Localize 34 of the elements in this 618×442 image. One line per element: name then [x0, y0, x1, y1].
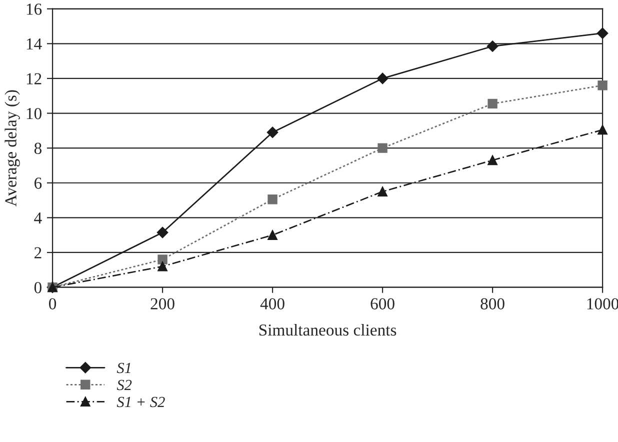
y-axis-title: Average delay (s) [4, 90, 20, 207]
y-tick-label: 4 [34, 212, 42, 224]
x-tick-label: 200 [150, 298, 174, 310]
y-tick-label: 2 [34, 247, 42, 258]
point [268, 230, 278, 240]
x-tick-label: 800 [480, 298, 504, 310]
point [598, 80, 608, 90]
legend-label: S1 [116, 362, 130, 374]
y-tick-label: 12 [26, 73, 42, 84]
legend-label: S1 + S2 [116, 396, 165, 408]
point [378, 143, 388, 153]
point [378, 186, 388, 196]
y-tick-label: 10 [26, 108, 42, 120]
point [488, 98, 498, 109]
point [596, 28, 608, 39]
point [268, 194, 278, 204]
point [486, 40, 498, 52]
x-tick-label: 600 [370, 298, 394, 310]
legend-label: S2 [116, 380, 132, 390]
y-tick-label: 16 [26, 4, 42, 15]
y-tick-label: 0 [34, 282, 42, 294]
y-tick-label: 8 [34, 142, 42, 154]
point [158, 254, 168, 264]
point [158, 262, 168, 272]
point [488, 155, 498, 166]
point [376, 72, 388, 84]
y-tick-label: 6 [34, 178, 42, 189]
x-tick-label: 400 [260, 298, 284, 310]
x-axis-title: Simultaneous clients [259, 324, 396, 336]
x-tick-label: 0 [49, 298, 56, 310]
point [156, 226, 168, 238]
point [598, 124, 608, 135]
point [266, 126, 278, 138]
y-tick-label: 14 [26, 38, 42, 50]
